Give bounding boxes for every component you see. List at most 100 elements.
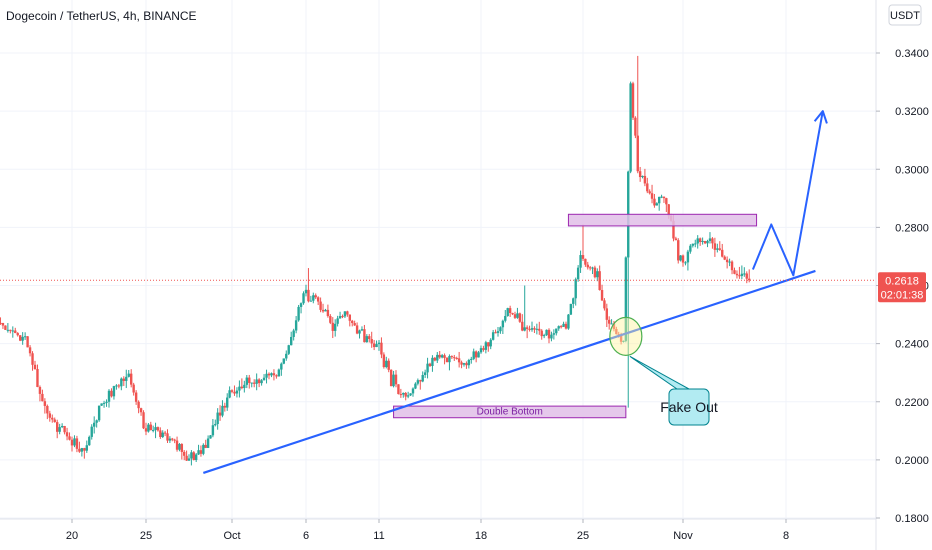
candle-body: [341, 316, 344, 318]
candle-body: [26, 336, 29, 348]
candle: [610, 319, 613, 325]
candle-body: [477, 352, 480, 358]
candle-body: [230, 390, 234, 392]
candle: [0, 317, 2, 325]
candle-body: [440, 355, 444, 358]
resistance-zone[interactable]: [567, 213, 758, 227]
candle-body: [375, 344, 378, 348]
candle: [648, 189, 651, 195]
candle: [48, 410, 51, 422]
candle: [525, 325, 529, 339]
candle-body: [60, 425, 64, 428]
candle: [4, 325, 7, 331]
candle-body: [701, 240, 704, 242]
candle-body: [290, 336, 293, 346]
candle-body: [598, 271, 601, 291]
fake-out-circle[interactable]: [609, 316, 643, 356]
candle: [38, 385, 42, 402]
candle: [297, 304, 300, 322]
candle-body: [102, 402, 106, 404]
y-tick: 0.3000: [876, 164, 929, 176]
candle-body: [723, 256, 726, 260]
projection-path[interactable]: [751, 110, 824, 277]
candle: [272, 369, 276, 381]
candle: [665, 197, 668, 212]
candle-body: [240, 386, 244, 389]
candle-body: [433, 357, 437, 361]
x-tick-label: 8: [783, 530, 789, 542]
candle: [130, 369, 133, 388]
candle: [58, 423, 61, 435]
candle: [448, 354, 451, 371]
candle-body: [180, 444, 184, 452]
candle-body: [607, 319, 611, 324]
candle-body: [88, 436, 91, 446]
candle: [564, 321, 568, 330]
candle-body: [648, 191, 651, 194]
candle: [21, 332, 24, 345]
candle-body: [149, 424, 152, 431]
candle: [559, 325, 563, 329]
candle: [134, 390, 138, 405]
candle: [180, 443, 184, 460]
candle: [421, 371, 424, 383]
candle: [723, 255, 726, 261]
candle: [346, 310, 349, 317]
candle: [431, 355, 434, 372]
candle-body: [70, 439, 74, 446]
candle-body: [9, 329, 12, 331]
candle: [302, 291, 305, 305]
candle-body: [380, 342, 383, 355]
currency-button[interactable]: USDT: [888, 4, 922, 26]
trendline[interactable]: [202, 269, 816, 474]
candle-body: [694, 243, 697, 245]
candle: [149, 421, 152, 431]
double-bottom-zone[interactable]: Double Bottom: [393, 405, 627, 419]
candle: [199, 445, 203, 457]
candle: [624, 256, 628, 343]
candle-body: [593, 267, 597, 278]
candle: [125, 369, 128, 389]
candle-body: [197, 450, 200, 455]
candle: [159, 427, 162, 439]
candle-body: [474, 351, 478, 358]
candle: [9, 329, 12, 334]
candle-body: [738, 275, 741, 277]
candle-body: [178, 444, 181, 450]
plot-area[interactable]: [0, 0, 876, 519]
y-tick: 0.1800: [876, 513, 929, 525]
candle: [728, 258, 731, 267]
candle-body: [83, 448, 86, 451]
candle-body: [662, 196, 666, 199]
candle: [387, 358, 390, 373]
candle-body: [542, 335, 546, 337]
candle-body: [97, 405, 101, 421]
candle: [221, 400, 224, 418]
candle-body: [100, 403, 103, 406]
candle: [552, 329, 556, 340]
candle-body: [299, 303, 303, 307]
candle: [416, 378, 420, 386]
candle: [397, 384, 400, 395]
candle: [708, 232, 712, 244]
candle: [161, 430, 164, 439]
fake-out-callout[interactable]: Fake Out: [629, 355, 718, 426]
candle-body: [491, 332, 495, 340]
candle-body: [221, 405, 224, 416]
candle-body: [245, 377, 248, 385]
candle-body: [125, 376, 128, 381]
candle: [178, 442, 181, 452]
candle-body: [467, 359, 471, 366]
x-axis[interactable]: 20 25 Oct 6 11 18 25 Nov 8: [66, 519, 789, 542]
candle: [650, 184, 654, 204]
candle-body: [713, 243, 717, 250]
candle-body: [105, 401, 108, 403]
x-tick: Nov: [673, 519, 693, 542]
candle-body: [581, 255, 585, 259]
candle-body: [163, 432, 167, 434]
y-tick: 0.2000: [876, 455, 929, 467]
candle-body: [550, 334, 553, 339]
candle-body: [426, 363, 429, 373]
candle: [216, 408, 219, 430]
